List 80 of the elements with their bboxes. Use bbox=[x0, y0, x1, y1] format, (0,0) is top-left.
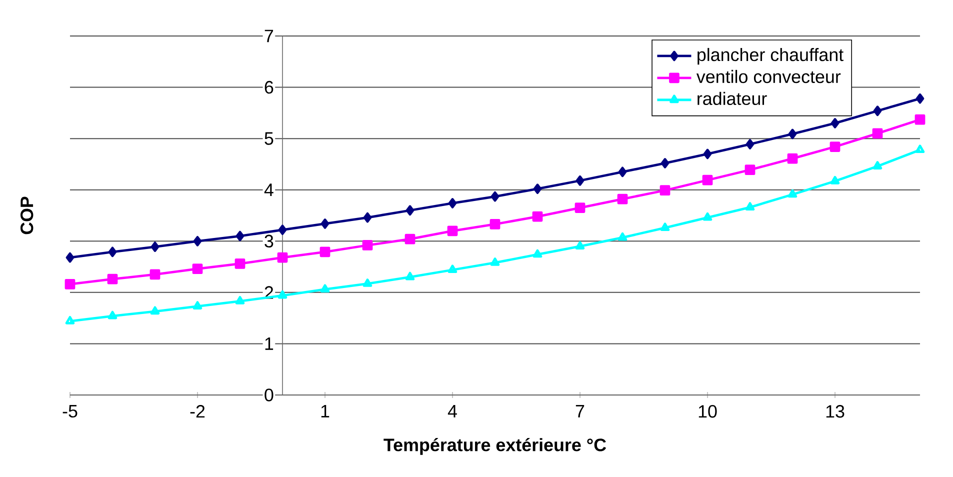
point bbox=[64, 279, 76, 290]
point bbox=[575, 241, 585, 250]
x-axis-title: Température extérieure °C bbox=[384, 438, 606, 455]
point bbox=[533, 184, 542, 194]
legend-label: plancher chauffant bbox=[698, 48, 844, 65]
point bbox=[746, 139, 754, 150]
point bbox=[320, 284, 330, 293]
point bbox=[830, 142, 840, 152]
point bbox=[660, 222, 670, 231]
point bbox=[108, 310, 118, 320]
point bbox=[618, 232, 628, 241]
x-tick-label: 4 bbox=[448, 405, 457, 418]
point bbox=[744, 164, 756, 176]
point bbox=[660, 158, 670, 168]
point bbox=[916, 93, 924, 104]
y-tick-label: 6 bbox=[264, 80, 274, 94]
x-tick-label: 1 bbox=[321, 405, 330, 418]
point bbox=[193, 236, 202, 246]
point bbox=[745, 202, 755, 210]
x-tick-label: -5 bbox=[62, 405, 78, 418]
point bbox=[66, 252, 74, 263]
point bbox=[576, 175, 584, 186]
y-tick-label: 0 bbox=[264, 388, 274, 402]
point bbox=[362, 240, 373, 250]
point bbox=[872, 161, 882, 170]
point bbox=[150, 306, 160, 315]
point bbox=[406, 205, 414, 216]
point bbox=[532, 249, 542, 258]
point bbox=[447, 226, 458, 236]
point bbox=[278, 290, 288, 299]
point bbox=[404, 234, 416, 244]
point bbox=[363, 212, 372, 223]
y-tick-label: 7 bbox=[264, 30, 274, 42]
point bbox=[618, 166, 627, 178]
point bbox=[490, 219, 500, 230]
point bbox=[320, 218, 330, 229]
y-axis-title: COP bbox=[20, 196, 34, 234]
point bbox=[448, 264, 458, 274]
point bbox=[150, 269, 160, 280]
point bbox=[574, 202, 586, 213]
point bbox=[278, 224, 287, 236]
point bbox=[236, 230, 244, 242]
point bbox=[234, 258, 246, 269]
point bbox=[788, 189, 798, 198]
point bbox=[872, 128, 883, 139]
point bbox=[405, 272, 415, 280]
point bbox=[150, 242, 160, 252]
point bbox=[448, 198, 457, 208]
legend-label: radiateur bbox=[698, 92, 767, 106]
point bbox=[320, 246, 330, 258]
x-tick-label: 13 bbox=[826, 405, 844, 418]
point bbox=[702, 212, 712, 221]
x-tick-label: 10 bbox=[698, 405, 717, 418]
point bbox=[362, 278, 372, 287]
y-tick-label: 1 bbox=[265, 338, 274, 350]
point bbox=[660, 185, 670, 196]
point bbox=[192, 264, 203, 274]
x-tick-label: -2 bbox=[190, 405, 205, 418]
point bbox=[830, 118, 840, 128]
y-tick-label: 3 bbox=[264, 234, 274, 248]
point bbox=[617, 194, 628, 204]
point bbox=[788, 128, 797, 140]
point bbox=[873, 106, 882, 116]
point bbox=[703, 148, 712, 160]
point bbox=[490, 191, 500, 202]
point bbox=[235, 296, 245, 304]
point bbox=[192, 301, 202, 310]
legend-label: ventilo convecteur bbox=[696, 70, 841, 84]
point bbox=[107, 274, 118, 284]
point bbox=[490, 258, 500, 266]
point bbox=[532, 211, 543, 222]
x-tick-label: 7 bbox=[576, 405, 584, 418]
y-tick-label: 4 bbox=[264, 184, 274, 196]
point bbox=[914, 114, 926, 125]
point bbox=[702, 174, 713, 186]
point bbox=[108, 246, 117, 258]
y-tick-label: 5 bbox=[264, 132, 274, 145]
point bbox=[787, 153, 798, 164]
point bbox=[830, 176, 840, 184]
point bbox=[277, 252, 288, 263]
